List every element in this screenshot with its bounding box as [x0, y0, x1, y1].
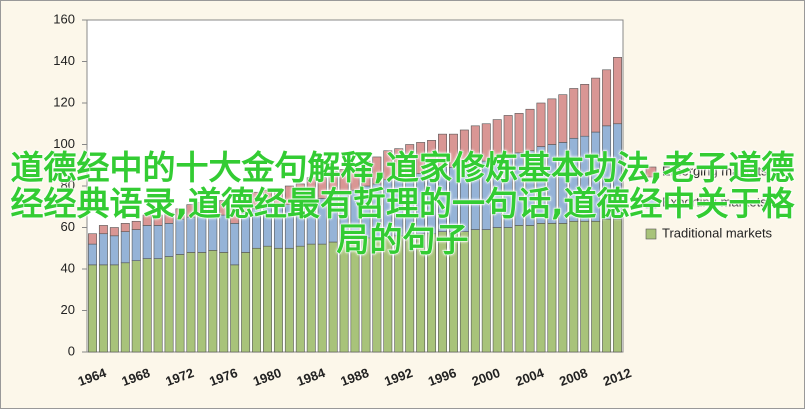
- bar-segment: [88, 233, 97, 245]
- bar-segment: [175, 254, 185, 353]
- y-tick-label: 140: [53, 53, 75, 68]
- legend-swatch: [645, 197, 657, 209]
- bar-segment: [569, 88, 579, 139]
- legend-label: Traditional markets: [662, 225, 773, 240]
- bar-segment: [416, 142, 426, 174]
- bar-segment: [613, 57, 622, 125]
- y-tick-label: 160: [53, 11, 75, 26]
- bar-segment: [219, 200, 229, 216]
- bar-segment: [208, 250, 218, 353]
- bar-segment: [372, 156, 382, 185]
- bar-segment: [153, 214, 163, 226]
- bar-segment: [120, 223, 130, 232]
- overlay-text: 道德经中的十大金句解释,道家修炼基本功法,老子道德经经典语录,道德经最有哲理的一…: [10, 148, 795, 259]
- bar-segment: [230, 208, 240, 224]
- y-tick-label: 120: [53, 94, 75, 109]
- bar-segment: [306, 177, 316, 199]
- bar-segment: [175, 208, 185, 220]
- legend-label: Exporting markets: [662, 194, 767, 209]
- bar-segment: [219, 252, 229, 353]
- bar-segment: [503, 115, 513, 156]
- bar-segment: [492, 119, 502, 158]
- bar-segment: [252, 191, 262, 210]
- bar-segment: [317, 243, 327, 353]
- bar-segment: [405, 144, 415, 176]
- bar-segment: [241, 252, 251, 353]
- y-tick-label: 100: [53, 136, 75, 151]
- bar-segment: [514, 113, 524, 154]
- bar-segment: [164, 256, 174, 353]
- bar-segment: [186, 204, 196, 218]
- legend-swatch: [645, 228, 657, 240]
- bar-segment: [131, 260, 141, 353]
- bar-segment: [547, 98, 557, 145]
- bar-segment: [394, 148, 404, 178]
- bar-segment: [153, 258, 163, 353]
- bar-segment: [591, 77, 601, 133]
- bar-segment: [263, 245, 272, 353]
- bar-segment: [602, 69, 612, 127]
- y-tick-label: 0: [68, 343, 75, 358]
- bar-segment: [142, 258, 152, 353]
- bar-segment: [98, 264, 108, 353]
- bar-segment: [536, 102, 546, 147]
- bar-segment: [98, 225, 108, 235]
- bar-segment: [481, 123, 491, 162]
- bar-segment: [525, 108, 535, 152]
- bar-segment: [427, 140, 437, 172]
- bar-segment: [109, 264, 119, 353]
- y-tick-label: 60: [61, 219, 75, 234]
- bar-segment: [383, 150, 393, 181]
- bar-segment: [186, 252, 196, 353]
- bar-segment: [361, 160, 371, 187]
- bar-segment: [273, 189, 283, 208]
- bar-segment: [339, 169, 349, 193]
- bar-segment: [273, 247, 283, 353]
- y-tick-label: 80: [61, 177, 75, 192]
- bar-segment: [350, 164, 360, 191]
- bar-segment: [470, 125, 480, 162]
- bar-segment: [109, 227, 119, 237]
- y-tick-label: 20: [61, 302, 75, 317]
- bar-segment: [295, 183, 305, 203]
- bar-segment: [295, 245, 305, 353]
- bar-segment: [459, 129, 469, 166]
- legend-label: Emerging markets: [662, 163, 768, 178]
- bar-segment: [88, 264, 97, 353]
- bar-segment: [438, 133, 447, 168]
- bar-segment: [284, 247, 294, 353]
- bar-segment: [197, 252, 207, 353]
- bar-segment: [252, 247, 262, 353]
- bar-segment: [317, 177, 327, 199]
- bar-segment: [448, 133, 458, 168]
- bar-segment: [142, 214, 152, 226]
- bar-segment: [580, 84, 590, 137]
- bar-segment: [306, 243, 316, 353]
- legend-swatch: [645, 166, 657, 178]
- bar-segment: [558, 94, 568, 143]
- bar-segment: [328, 171, 338, 195]
- bar-segment: [131, 220, 141, 230]
- bar-segment: [284, 185, 294, 205]
- bar-segment: [197, 202, 207, 216]
- bar-segment: [208, 200, 218, 214]
- bar-segment: [241, 198, 251, 214]
- bar-segment: [164, 212, 174, 224]
- bar-segment: [263, 189, 272, 208]
- bar-segment: [120, 262, 130, 353]
- bar-segment: [230, 264, 240, 353]
- y-tick-label: 40: [61, 260, 75, 275]
